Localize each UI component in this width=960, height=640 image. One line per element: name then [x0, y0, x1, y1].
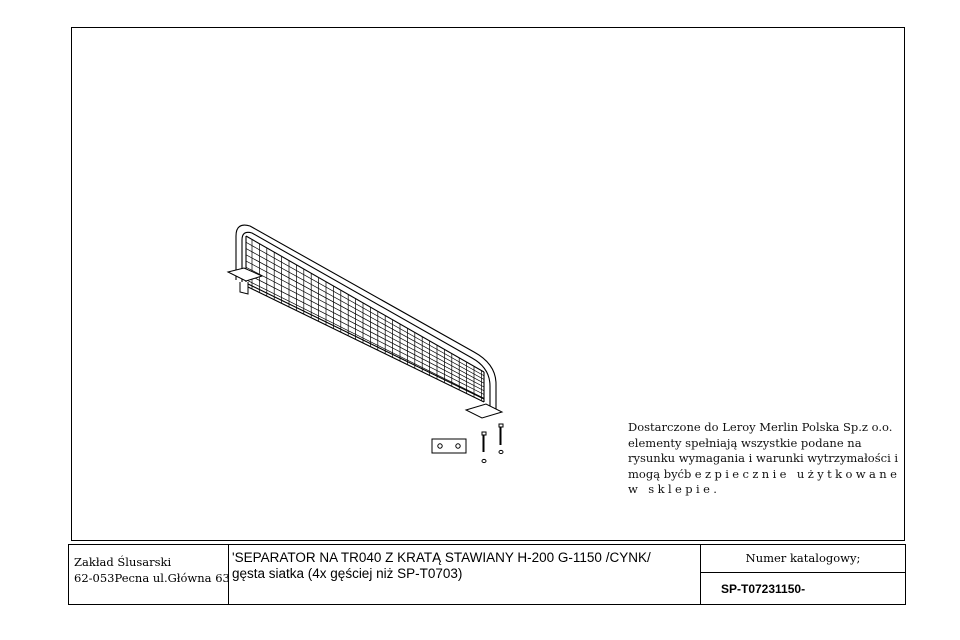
drawing-frame — [71, 27, 905, 541]
note-text: mogą być — [628, 466, 685, 481]
note-text-spaced: bezpiecznie użytkowane — [684, 466, 901, 481]
mesh-wire-horizontal — [246, 241, 484, 377]
note-line: w sklepie. — [628, 482, 721, 496]
company-address: 62-053Pecna ul.Główna 63 — [74, 571, 230, 585]
mesh-wire-horizontal — [246, 248, 484, 380]
catalog-label: Numer katalogowy; — [701, 545, 905, 573]
separator-frame — [235, 224, 497, 416]
note-line: rysunku wymagania i warunki wytrzymałośc… — [628, 451, 899, 465]
note-line: Dostarczone do Leroy Merlin Polska Sp.z … — [628, 420, 893, 434]
mesh-wire-horizontal — [246, 266, 484, 392]
description-cell: 'SEPARATOR NA TR040 Z KRATĄ STAWIANY H-2… — [229, 545, 701, 604]
wire-mesh — [246, 237, 484, 402]
note-line: elementy spełniają wszystkie podane na — [628, 435, 862, 450]
mesh-wire-horizontal — [246, 254, 484, 384]
company-cell: Zakład Ślusarski 62-053Pecna ul.Główna 6… — [69, 545, 230, 604]
mesh-wire-horizontal — [246, 260, 484, 388]
base-plates — [226, 267, 504, 419]
product-subtitle: gęsta siatka (4x gęściej niż SP-T0703) — [232, 566, 463, 581]
compliance-note: Dostarczone do Leroy Merlin Polska Sp.z … — [628, 420, 898, 498]
note-line: mogą byćbezpiecznie użytkowane — [628, 467, 898, 483]
catalog-number: SP-T07231150- — [721, 582, 806, 596]
mesh-wire-horizontal — [246, 273, 484, 395]
mesh-wire-horizontal — [246, 279, 484, 399]
mounting-plate — [431, 438, 467, 454]
product-title: 'SEPARATOR NA TR040 Z KRATĄ STAWIANY H-2… — [232, 550, 651, 565]
bolts — [481, 423, 504, 464]
catalog-cell: Numer katalogowy; SP-T07231150- — [701, 545, 905, 604]
company-name: Zakład Ślusarski — [74, 555, 172, 569]
title-block: Zakład Ślusarski 62-053Pecna ul.Główna 6… — [68, 544, 906, 605]
